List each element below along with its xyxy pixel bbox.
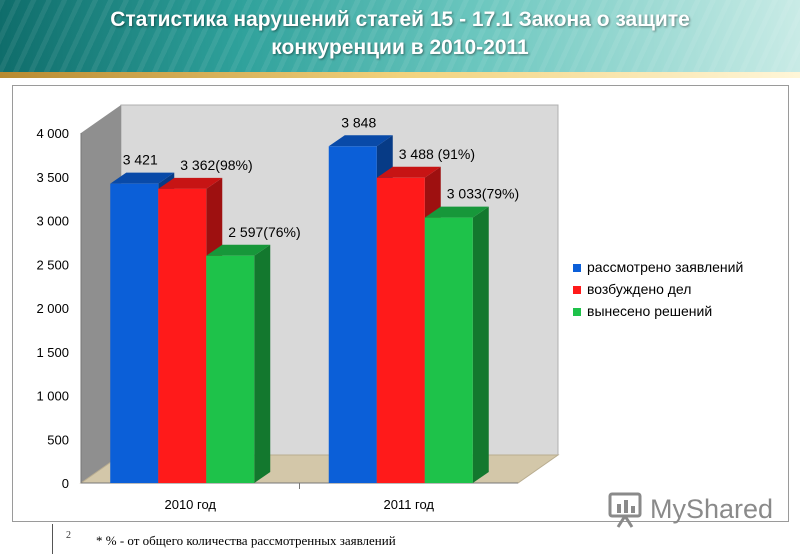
data-label: 3 033(79%)	[447, 186, 519, 202]
y-tick-label: 2 500	[36, 257, 69, 272]
bar	[110, 183, 159, 483]
bar	[158, 188, 207, 483]
data-label: 2 597(76%)	[228, 224, 300, 240]
bar-top	[424, 206, 489, 218]
bar	[376, 177, 425, 484]
legend-label: возбуждено дел	[587, 281, 691, 297]
page-number: 2	[66, 530, 71, 541]
legend-label: вынесено решений	[587, 303, 712, 319]
legend-label: рассмотрено заявлений	[587, 259, 743, 275]
header-gold-line	[0, 72, 800, 78]
legend-swatch	[573, 308, 581, 316]
logo-text: MyShared	[650, 494, 774, 524]
footer-divider	[52, 524, 53, 554]
slide-title: Статистика нарушений статей 15 - 17.1 За…	[40, 6, 760, 62]
presentation-board-icon	[608, 492, 642, 528]
x-tick-label: 2011 год	[383, 497, 434, 512]
chart-frame: 0 500 1 000 1 500 2 000 2 500 3 000 3 500 4 000 2…	[12, 85, 789, 522]
header-pattern	[0, 0, 800, 72]
y-tick-label: 4 000	[36, 126, 69, 141]
bar	[424, 217, 473, 484]
title-line-1: Статистика нарушений статей 15 - 17.1 За…	[110, 8, 690, 31]
y-tick-label: 0	[62, 476, 69, 491]
legend-swatch	[573, 286, 581, 294]
bar	[328, 146, 377, 484]
title-line-2: конкуренции в 2010-2011	[271, 36, 529, 59]
data-label: 3 421	[123, 152, 158, 168]
bar-chart: 0 500 1 000 1 500 2 000 2 500 3 000 3 500 4 000 2…	[36, 104, 743, 512]
y-tick-label: 500	[47, 432, 69, 447]
bar-side	[254, 244, 271, 483]
bar-top	[158, 177, 223, 189]
bar-side	[472, 206, 489, 484]
bar	[206, 255, 255, 483]
bar-top	[206, 244, 271, 256]
y-tick-label: 1 000	[36, 389, 69, 404]
y-tick-label: 3 000	[36, 214, 69, 229]
legend-swatch	[573, 264, 581, 272]
slide-header: Статистика нарушений статей 15 - 17.1 За…	[0, 0, 800, 72]
bar-top	[328, 135, 393, 147]
bar-top	[110, 172, 175, 184]
data-label: 3 848	[341, 114, 376, 130]
myshared-logo: MyShared	[606, 490, 776, 530]
y-tick-label: 2 000	[36, 301, 69, 316]
data-label: 3 488 (91%)	[399, 146, 475, 162]
footnote: * % - от общего количества рассмотренных…	[96, 533, 396, 548]
bar-top	[376, 166, 441, 178]
x-tick-label: 2010 год	[164, 497, 216, 512]
y-tick-label: 3 500	[36, 170, 69, 185]
y-tick-label: 1 500	[36, 345, 69, 360]
data-label: 3 362(98%)	[180, 157, 252, 173]
